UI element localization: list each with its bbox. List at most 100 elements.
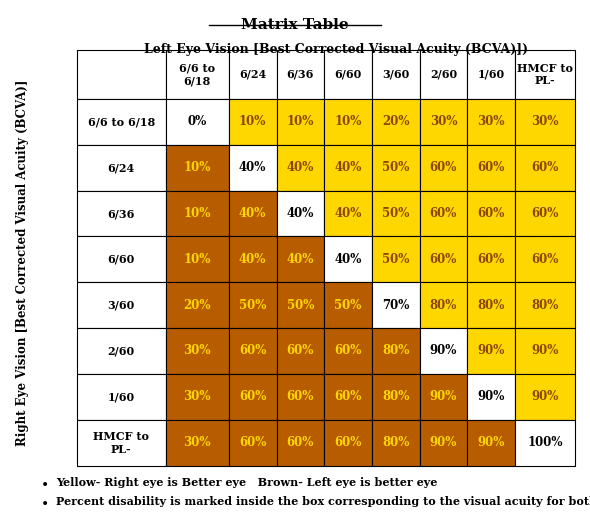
Bar (324, 145, 372, 190)
Text: 50%: 50% (382, 207, 409, 220)
Bar (419, 237, 467, 282)
Text: 3/60: 3/60 (107, 300, 135, 311)
Bar (467, 374, 515, 420)
Text: 80%: 80% (382, 436, 409, 449)
Bar (277, 328, 324, 374)
Text: 30%: 30% (532, 115, 559, 128)
Bar (77, 237, 166, 282)
Bar (166, 282, 229, 328)
Text: HMCF to
PL-: HMCF to PL- (93, 431, 149, 454)
Text: 60%: 60% (430, 161, 457, 174)
Text: 30%: 30% (477, 115, 505, 128)
Text: 80%: 80% (477, 299, 505, 312)
Text: 6/6 to 6/18: 6/6 to 6/18 (87, 116, 155, 127)
Bar (467, 99, 515, 145)
Text: •: • (41, 478, 50, 492)
Bar (372, 328, 419, 374)
Text: 40%: 40% (335, 161, 362, 174)
Bar (515, 374, 575, 420)
Bar (77, 420, 166, 466)
Bar (515, 99, 575, 145)
Bar (324, 190, 372, 237)
Text: 80%: 80% (382, 345, 409, 358)
Text: 40%: 40% (287, 253, 314, 266)
Text: Right Eye Vision [Best Corrected Visual Acuity (BCVA)]: Right Eye Vision [Best Corrected Visual … (16, 80, 29, 446)
Text: 90%: 90% (430, 436, 457, 449)
Text: 60%: 60% (287, 390, 314, 403)
Text: 70%: 70% (382, 299, 409, 312)
Text: 40%: 40% (287, 161, 314, 174)
Text: 6/36: 6/36 (107, 208, 135, 219)
Bar (324, 420, 372, 466)
Bar (324, 374, 372, 420)
Text: 60%: 60% (477, 161, 505, 174)
Text: 0%: 0% (188, 115, 207, 128)
Text: 6/36: 6/36 (287, 69, 314, 80)
Bar (277, 99, 324, 145)
Text: 60%: 60% (287, 436, 314, 449)
Text: Percent disability is marked inside the box corresponding to the visual acuity f: Percent disability is marked inside the … (56, 496, 590, 507)
Text: 90%: 90% (532, 390, 559, 403)
Bar (77, 282, 166, 328)
Bar (229, 328, 277, 374)
Text: 90%: 90% (430, 390, 457, 403)
Text: 60%: 60% (335, 436, 362, 449)
Text: 6/24: 6/24 (107, 162, 135, 173)
Bar (515, 237, 575, 282)
Text: 50%: 50% (335, 299, 362, 312)
Bar (515, 420, 575, 466)
Bar (324, 328, 372, 374)
Text: 60%: 60% (335, 390, 362, 403)
Text: Left Eye Vision [Best Corrected Visual Acuity (BCVA)]): Left Eye Vision [Best Corrected Visual A… (144, 43, 529, 56)
Bar (166, 190, 229, 237)
Bar (166, 420, 229, 466)
Text: 40%: 40% (239, 253, 267, 266)
Bar (229, 145, 277, 190)
Bar (419, 374, 467, 420)
Bar (467, 145, 515, 190)
Bar (372, 237, 419, 282)
Text: 50%: 50% (239, 299, 267, 312)
Text: 50%: 50% (287, 299, 314, 312)
Bar (467, 282, 515, 328)
Bar (419, 328, 467, 374)
Text: 60%: 60% (287, 345, 314, 358)
Bar (324, 237, 372, 282)
Bar (166, 374, 229, 420)
Bar (277, 374, 324, 420)
Text: 90%: 90% (477, 390, 505, 403)
Bar (515, 328, 575, 374)
Bar (419, 99, 467, 145)
Text: 20%: 20% (382, 115, 409, 128)
Text: 80%: 80% (382, 390, 409, 403)
Bar (419, 420, 467, 466)
Text: 90%: 90% (477, 436, 505, 449)
Text: •: • (41, 497, 50, 511)
Text: 10%: 10% (335, 115, 362, 128)
Text: 3/60: 3/60 (382, 69, 409, 80)
Text: 30%: 30% (430, 115, 457, 128)
Text: 1/60: 1/60 (477, 69, 504, 80)
Text: 60%: 60% (430, 207, 457, 220)
Bar (229, 237, 277, 282)
Text: 40%: 40% (335, 207, 362, 220)
Text: 50%: 50% (382, 161, 409, 174)
Bar (372, 99, 419, 145)
Text: 60%: 60% (239, 345, 267, 358)
Text: 60%: 60% (477, 207, 505, 220)
Text: 60%: 60% (532, 161, 559, 174)
Bar (467, 50, 515, 99)
Text: 2/60: 2/60 (107, 346, 135, 357)
Bar (166, 50, 229, 99)
Text: 6/24: 6/24 (239, 69, 266, 80)
Text: 10%: 10% (183, 161, 211, 174)
Bar (419, 145, 467, 190)
Bar (277, 50, 324, 99)
Text: Matrix Table: Matrix Table (241, 18, 349, 33)
Text: 40%: 40% (335, 253, 362, 266)
Bar (166, 328, 229, 374)
Bar (324, 282, 372, 328)
Text: 30%: 30% (183, 436, 211, 449)
Text: 30%: 30% (183, 345, 211, 358)
Text: 50%: 50% (382, 253, 409, 266)
